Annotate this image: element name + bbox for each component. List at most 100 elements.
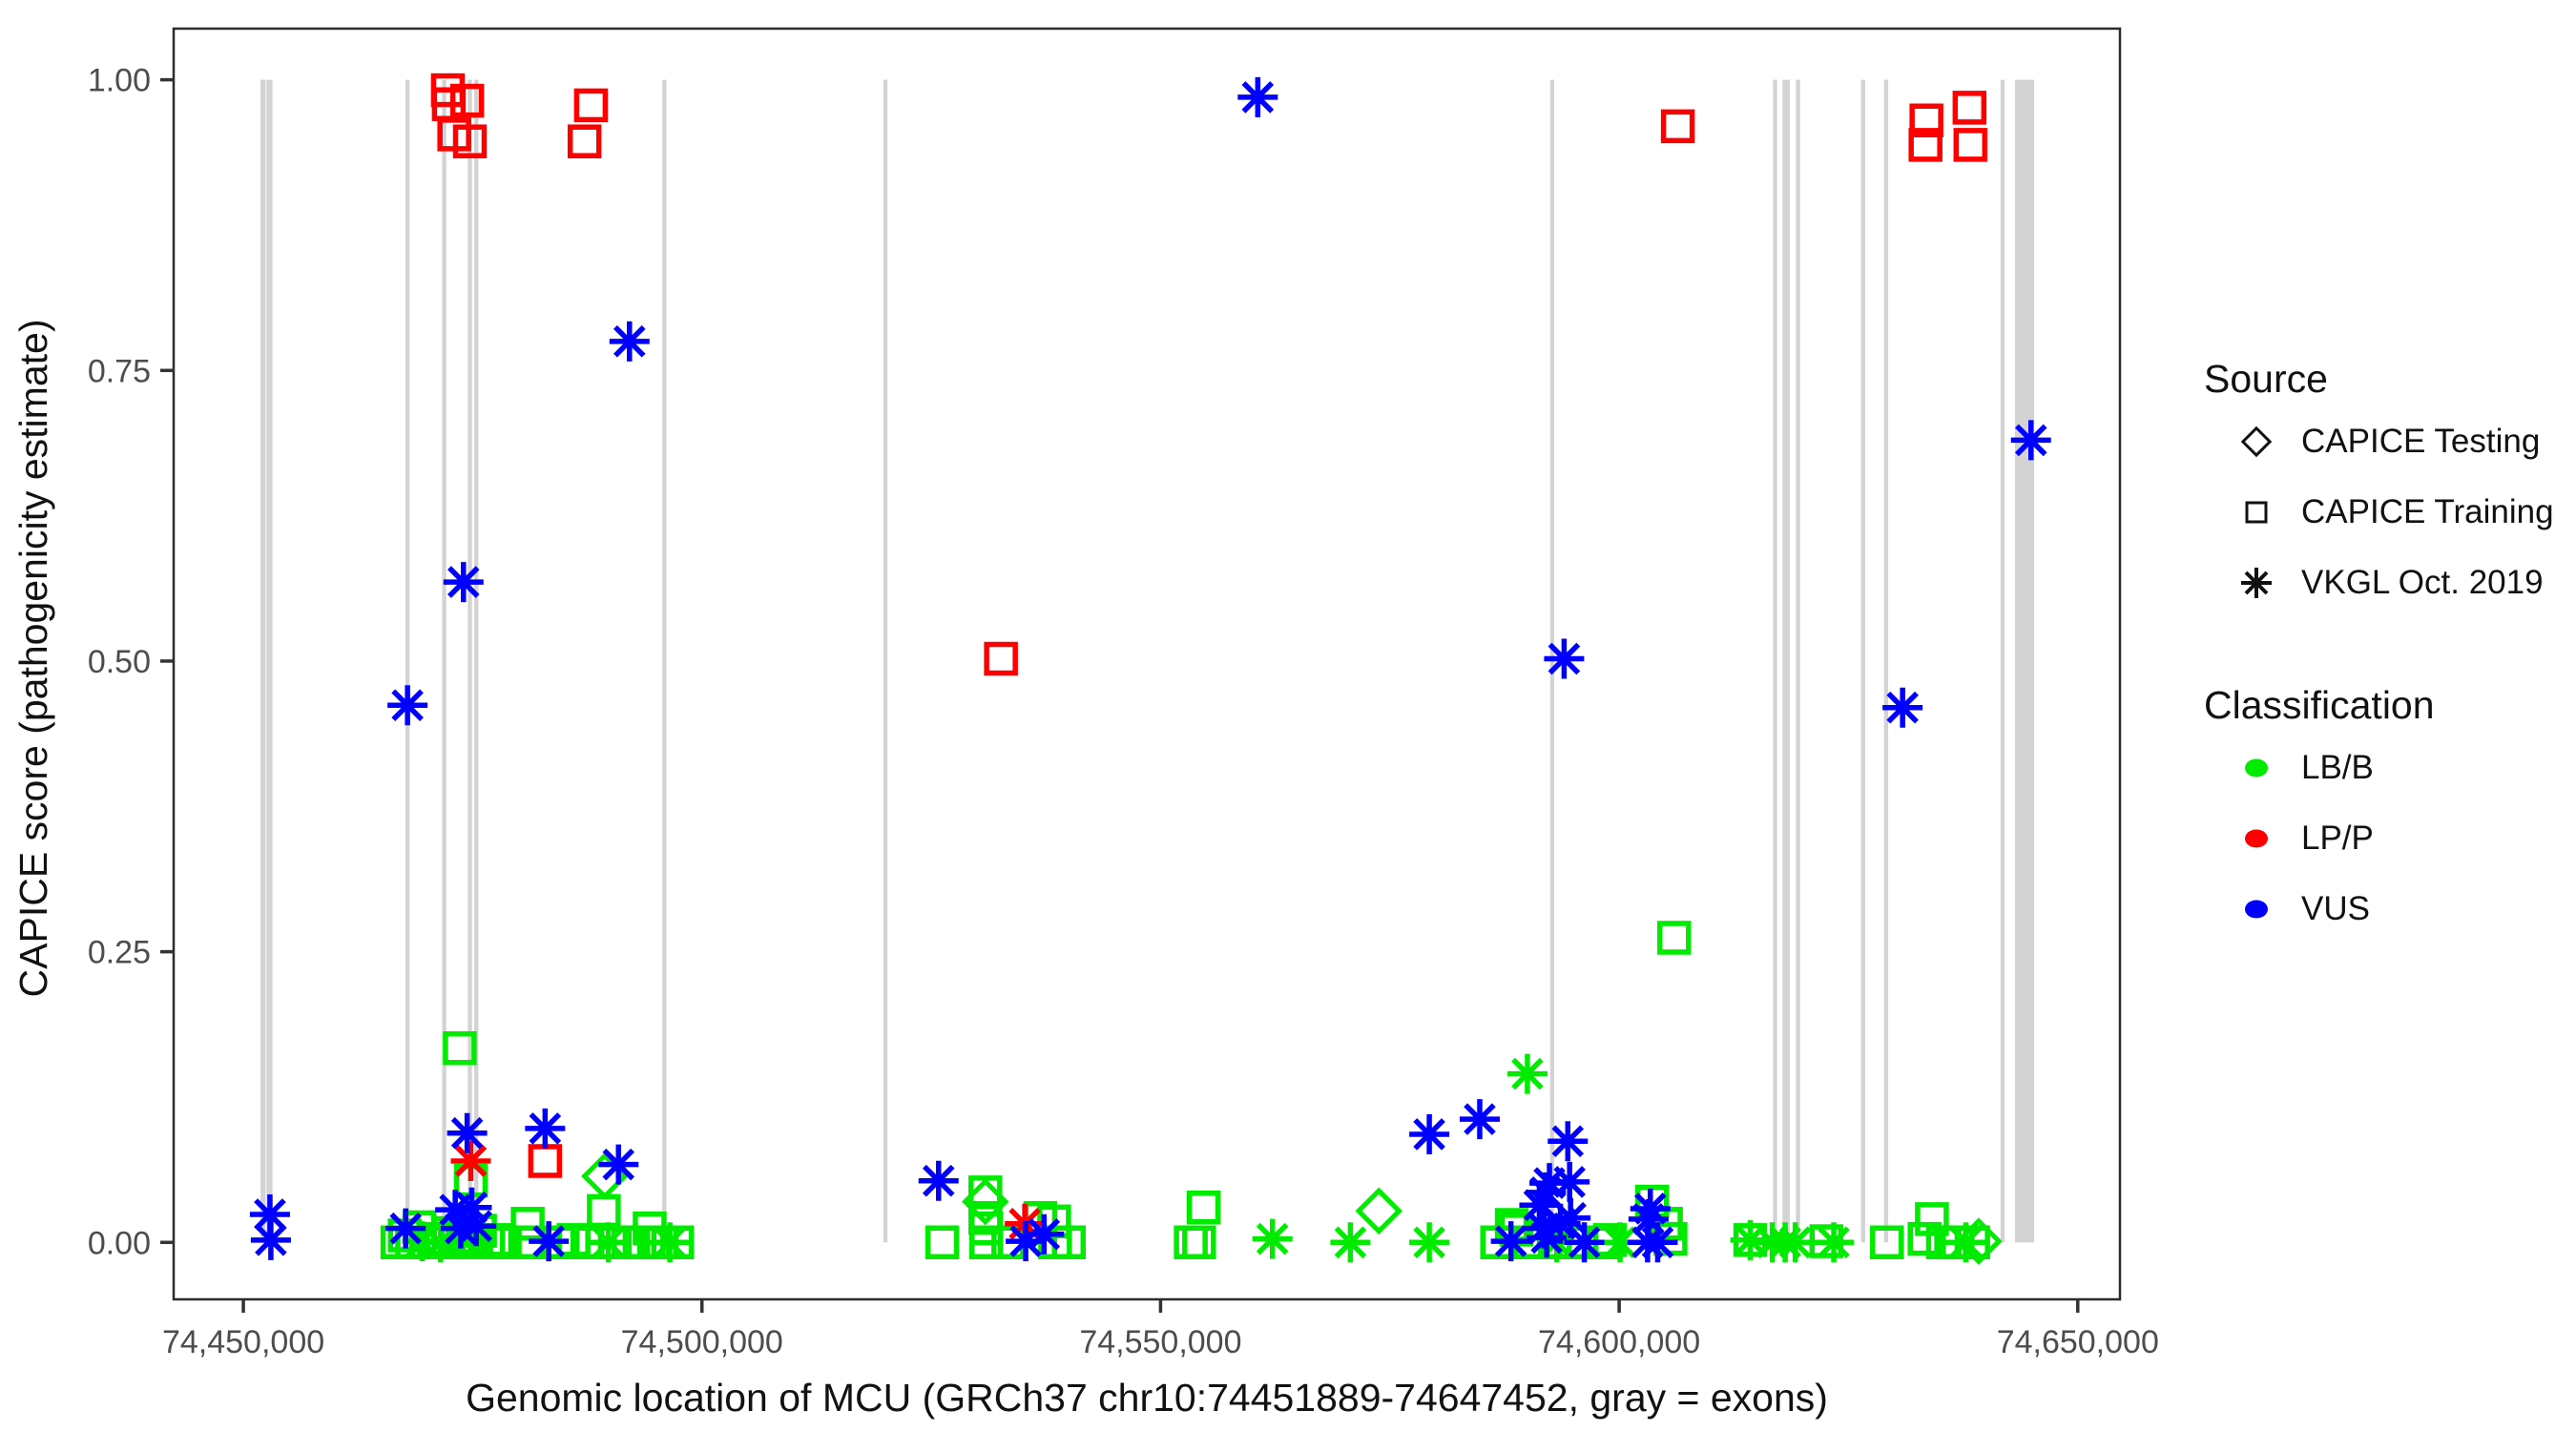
data-point	[510, 1207, 545, 1241]
exon-bar	[1796, 79, 1800, 1243]
exon-bar	[266, 79, 273, 1243]
lbb-dot-icon	[2245, 758, 2268, 778]
legend-label: VUS	[2301, 890, 2370, 927]
data-point	[1252, 1218, 1293, 1259]
data-point	[387, 685, 428, 726]
data-point	[1637, 1222, 1678, 1263]
y-tick-label: 0.00	[88, 1225, 151, 1261]
y-tick-label: 1.00	[88, 63, 151, 99]
data-point	[450, 1140, 491, 1181]
data-point	[1550, 1197, 1591, 1238]
data-point	[1186, 1190, 1221, 1225]
exon-bar	[1883, 79, 1889, 1243]
legend-item-capice-testing: CAPICE Testing	[2204, 406, 2566, 477]
data-point	[1952, 91, 1987, 125]
data-point	[1519, 1185, 1560, 1226]
data-point	[529, 1221, 570, 1262]
data-point	[1524, 1208, 1565, 1249]
data-point	[1549, 1161, 1590, 1202]
y-tick-label: 0.75	[88, 353, 151, 389]
vus-dot-icon	[2245, 900, 2268, 919]
y-tick-label: 0.25	[88, 935, 151, 971]
data-point	[567, 124, 602, 158]
data-point	[1529, 1163, 1570, 1204]
data-point	[451, 1187, 492, 1228]
data-point	[1628, 1198, 1669, 1239]
data-point	[984, 641, 1018, 676]
exon-bar	[1773, 79, 1777, 1243]
data-point	[1953, 128, 1988, 162]
exon-bar	[405, 79, 410, 1243]
legend-label: CAPICE Testing	[2301, 423, 2541, 460]
exon-bar	[2000, 79, 2005, 1243]
data-point	[1730, 1219, 1771, 1260]
y-tick-label: 0.50	[88, 644, 151, 680]
x-tick-label: 74,600,000	[1538, 1324, 1700, 1360]
data-point	[587, 1193, 621, 1229]
legend-item-vus: VUS	[2204, 874, 2566, 944]
data-point	[1174, 1225, 1208, 1260]
legend-label: VKGL Oct. 2019	[2301, 564, 2544, 601]
data-point	[456, 1206, 497, 1247]
data-point	[1409, 1113, 1450, 1154]
x-tick-label: 74,500,000	[621, 1324, 783, 1360]
exon-bar	[2014, 79, 2035, 1243]
data-point	[968, 1175, 1003, 1210]
data-point	[447, 1112, 488, 1153]
diamond-icon	[2240, 425, 2273, 458]
data-point	[528, 1144, 563, 1178]
data-point	[452, 124, 488, 158]
data-point	[1882, 687, 1923, 728]
data-point	[1775, 1222, 1816, 1263]
legend-source-title: Source	[2204, 357, 2328, 401]
square-icon	[2245, 501, 2268, 524]
legend-label: LP/P	[2301, 819, 2374, 857]
data-point	[609, 321, 650, 362]
data-point	[385, 1208, 426, 1249]
x-tick-label: 74,550,000	[1079, 1324, 1241, 1360]
data-point	[1237, 76, 1278, 117]
data-point	[573, 88, 609, 123]
x-tick-label: 74,650,000	[1997, 1324, 2159, 1360]
data-point	[525, 1108, 566, 1149]
exon-bar	[474, 79, 479, 1243]
data-point	[1908, 128, 1942, 162]
data-point	[1657, 921, 1692, 955]
exon-bar	[1782, 79, 1790, 1243]
data-point	[918, 1160, 959, 1201]
x-tick-label: 74,450,000	[162, 1324, 324, 1360]
data-point	[1660, 109, 1695, 144]
data-point	[250, 1219, 291, 1260]
asterisk-icon	[2241, 568, 2272, 598]
exon-bar	[1860, 79, 1865, 1243]
lpp-dot-icon	[2245, 829, 2268, 848]
legend: Source CAPICE Testing CAPICE Training VK…	[2204, 351, 2566, 944]
data-point	[588, 1222, 629, 1263]
exon-bar	[662, 79, 667, 1243]
legend-classification-title: Classification	[2204, 683, 2435, 727]
data-point	[449, 83, 485, 118]
legend-label: LB/B	[2301, 749, 2374, 786]
y-axis-title: CAPICE score (pathogenicity estimate)	[11, 319, 55, 998]
legend-item-lpp: LP/P	[2204, 803, 2566, 874]
data-point	[924, 1225, 960, 1260]
data-point	[420, 1222, 461, 1263]
legend-item-capice-training: CAPICE Training	[2204, 477, 2566, 548]
data-point	[1909, 103, 1943, 138]
data-point	[1490, 1221, 1531, 1262]
legend-item-lbb: LB/B	[2204, 733, 2566, 803]
x-axis-title: Genomic location of MCU (GRCh37 chr10:74…	[466, 1376, 1828, 1420]
data-point	[1564, 1222, 1605, 1263]
data-point	[443, 1031, 477, 1066]
data-point	[1409, 1222, 1450, 1263]
data-point	[1915, 1202, 1949, 1236]
exon-bar	[260, 79, 266, 1243]
exon-bar	[883, 79, 888, 1243]
data-point	[1945, 1222, 1986, 1263]
panel-border	[172, 27, 2122, 1301]
data-point	[488, 1225, 522, 1260]
data-point	[1355, 1187, 1402, 1235]
legend-label: CAPICE Training	[2301, 493, 2554, 530]
